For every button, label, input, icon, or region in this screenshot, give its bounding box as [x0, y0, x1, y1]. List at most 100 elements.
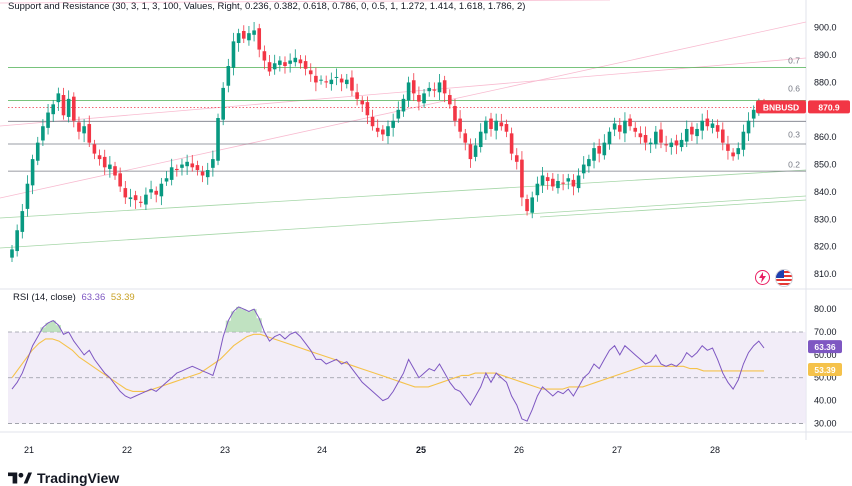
candle — [494, 113, 498, 140]
price-axis[interactable]: 810.0820.0830.0840.0850.0860.0870.0880.0… — [756, 23, 850, 279]
candle — [530, 191, 535, 219]
candle — [87, 115, 92, 148]
candle-body — [602, 142, 607, 156]
candle-body — [169, 167, 174, 180]
candle-body — [350, 77, 354, 91]
candle — [731, 148, 735, 161]
candle — [339, 74, 344, 92]
candle-body — [411, 80, 416, 94]
candle — [164, 171, 169, 186]
candle — [169, 158, 174, 186]
candle-body — [437, 82, 442, 93]
candle — [679, 132, 684, 152]
candle — [72, 92, 76, 128]
candle — [272, 54, 277, 75]
candle — [144, 187, 148, 210]
candle — [607, 127, 612, 150]
candle — [231, 32, 236, 76]
candle-body — [401, 98, 406, 112]
candle-body — [633, 127, 638, 132]
time-tick-label: 27 — [612, 445, 622, 455]
candle — [108, 156, 112, 178]
candle — [288, 53, 292, 73]
candle-body — [200, 171, 205, 176]
candle-body — [283, 62, 287, 67]
tradingview-logo[interactable]: TradingView — [8, 470, 119, 486]
candle-body — [669, 142, 674, 148]
candle-body — [108, 164, 112, 169]
candle — [514, 148, 519, 170]
candle-body — [272, 63, 277, 70]
candle — [77, 116, 81, 140]
candle — [551, 173, 555, 191]
candle-body — [262, 51, 267, 61]
candle — [751, 105, 756, 128]
candle — [700, 113, 704, 140]
symbol-badge — [756, 100, 806, 114]
price-tick-label: 860.0 — [814, 132, 837, 142]
rsi-overbought-fill — [40, 306, 262, 332]
candle-body — [293, 57, 298, 63]
candle-body — [247, 33, 251, 41]
candle-body — [149, 189, 153, 193]
candle — [200, 165, 205, 183]
candle — [30, 154, 35, 195]
candle — [664, 135, 668, 152]
candle-body — [514, 155, 519, 162]
candle — [205, 162, 210, 185]
flash-icon[interactable] — [755, 270, 770, 285]
horizontal-levels: 0.7 0.6 0.3 0.2 — [8, 56, 806, 172]
candle-body — [705, 118, 710, 127]
fib-level-label: 0.7 — [788, 56, 800, 66]
candle-body — [308, 70, 313, 75]
candle-body — [334, 76, 339, 78]
candles[interactable] — [10, 21, 766, 263]
candle-body — [535, 183, 540, 196]
candle — [442, 75, 447, 103]
us-flag-icon[interactable] — [775, 269, 793, 287]
candle — [118, 167, 122, 192]
candle-body — [97, 155, 102, 160]
candle-body — [664, 144, 668, 146]
candle — [175, 164, 179, 177]
candle — [602, 134, 607, 160]
time-axis[interactable]: 21 22 23 24 25 26 27 28 — [24, 445, 720, 455]
candle-body — [241, 30, 246, 39]
candle — [319, 75, 323, 85]
candle-body — [690, 126, 694, 135]
candle-body — [715, 125, 720, 132]
candle-body — [700, 120, 704, 131]
candle-body — [190, 163, 195, 168]
candle — [97, 149, 102, 166]
candle-body — [448, 95, 452, 105]
candle-body — [46, 112, 50, 128]
channel-line — [539, 199, 807, 218]
candle-body — [746, 120, 751, 134]
candle-body — [499, 122, 504, 127]
candle-body — [113, 166, 117, 176]
rsi-pane[interactable]: 30.00 40.00 50.00 60.00 70.00 80.00 63.36 53.39 — [8, 304, 842, 428]
candle — [468, 138, 473, 168]
candle-body — [679, 139, 684, 148]
rsi-tick-label: 80.00 — [814, 304, 837, 314]
rsi-title: RSI (14, close) 63.36 53.39 — [13, 292, 135, 303]
candle — [344, 73, 349, 89]
candle-body — [587, 159, 591, 167]
candle-body — [381, 129, 385, 135]
time-tick-label: 28 — [710, 445, 720, 455]
candle-body — [561, 182, 565, 184]
candle-body — [684, 128, 689, 142]
rsi-ma-badge — [808, 362, 842, 376]
candle — [422, 89, 426, 108]
candle — [617, 118, 622, 140]
candle-body — [638, 133, 643, 138]
candle-body — [525, 199, 529, 212]
candle — [571, 174, 576, 196]
candle — [736, 142, 741, 160]
candle-body — [30, 159, 35, 186]
candle-body — [257, 28, 262, 50]
rsi-tick-label: 40.00 — [814, 396, 837, 406]
candle — [623, 112, 627, 143]
candle-body — [102, 156, 107, 168]
